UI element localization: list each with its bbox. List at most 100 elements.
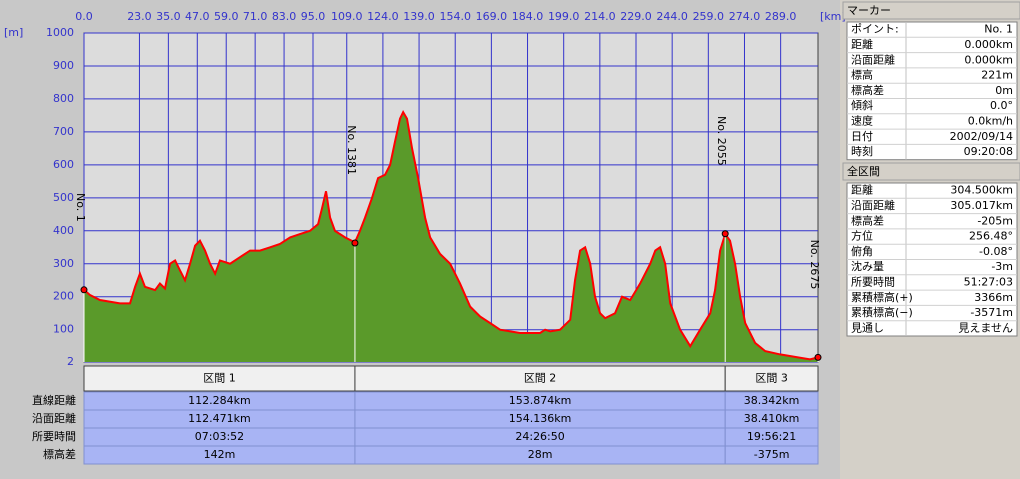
panel-key: 沈み量 — [851, 259, 884, 273]
panel-value: -0.08° — [979, 245, 1013, 258]
x-tick-label: 199.0 — [548, 10, 580, 23]
row-label: 沿面距離 — [32, 411, 76, 425]
panel-value: 0.000km — [964, 53, 1013, 66]
panel-key: 距離 — [851, 37, 873, 51]
panel-title: 全区間 — [847, 164, 880, 178]
panel-value: No. 1 — [984, 23, 1013, 36]
x-tick-label: 184.0 — [512, 10, 544, 23]
row-label: 標高差 — [43, 447, 76, 461]
y-tick-label: 2 — [67, 355, 74, 368]
x-tick-label: 83.0 — [272, 10, 297, 23]
x-tick-label: 214.0 — [584, 10, 616, 23]
marker-point — [721, 230, 729, 238]
x-tick-label: 0.0 — [75, 10, 93, 23]
marker-label: No. 2675 — [808, 240, 821, 290]
panel-value: -3571m — [970, 306, 1013, 319]
segment-header-cell — [354, 365, 726, 392]
panel-key: 俯角 — [851, 244, 873, 258]
y-tick-label: 800 — [53, 92, 74, 105]
panel-value: 221m — [981, 69, 1013, 82]
segment-value: 38.342km — [744, 394, 800, 407]
marker-label: No. 1381 — [345, 125, 358, 175]
segment-header: 区間 3 — [755, 372, 788, 385]
panel-value: 0m — [995, 84, 1013, 97]
elevation-line — [83, 109, 819, 361]
panel-value: -3m — [991, 260, 1013, 273]
y-tick-label: 700 — [53, 125, 74, 138]
panel-value: 0.0° — [990, 99, 1013, 112]
panel-key: 累積標高(−) — [851, 305, 913, 319]
x-tick-label: 274.0 — [729, 10, 761, 23]
row-label: 所要時間 — [32, 430, 76, 443]
x-tick-label: 109.0 — [331, 10, 363, 23]
segment-header: 区間 2 — [524, 372, 557, 385]
segment-header-cell — [724, 365, 819, 392]
panel-value: 見えません — [958, 321, 1013, 334]
x-tick-label: 35.0 — [156, 10, 181, 23]
segment-value: 154.136km — [509, 412, 572, 425]
marker-point — [814, 353, 822, 361]
panel-key: 沿面距離 — [851, 52, 895, 66]
x-tick-label: 244.0 — [656, 10, 688, 23]
y-tick-label: 1000 — [46, 26, 74, 39]
panel-value: 256.48° — [969, 230, 1013, 243]
x-unit: [km] — [820, 10, 846, 23]
x-tick-label: 229.0 — [620, 10, 652, 23]
panel-key: 見通し — [851, 321, 884, 334]
panel-key: 方位 — [851, 229, 873, 243]
segment-header: 区間 1 — [203, 372, 236, 385]
segment-value: 24:26:50 — [515, 430, 564, 443]
panel-value: 0.000km — [964, 38, 1013, 51]
y-tick-label: 200 — [53, 290, 74, 303]
y-tick-label: 600 — [53, 158, 74, 171]
panel-value: -205m — [977, 214, 1013, 227]
marker-point — [80, 286, 88, 294]
panel-title: マーカー — [847, 4, 891, 17]
panel-key: 距離 — [851, 183, 873, 197]
elevation-area — [84, 112, 818, 363]
y-unit: [m] — [4, 26, 23, 39]
y-tick-label: 300 — [53, 257, 74, 270]
segment-value: 19:56:21 — [747, 430, 796, 443]
segment-header-cell — [83, 365, 356, 392]
panel-key: 標高差 — [851, 83, 884, 97]
panel-key: 速度 — [851, 113, 873, 127]
panel-key: 累積標高(+) — [851, 290, 913, 304]
panel-value: 51:27:03 — [964, 275, 1013, 288]
segment-value: 153.874km — [509, 394, 572, 407]
panel-value: 2002/09/14 — [950, 130, 1013, 143]
marker-point — [351, 239, 359, 247]
panel-key: 日付 — [851, 130, 873, 143]
panel-key: 標高差 — [851, 213, 884, 227]
x-tick-label: 259.0 — [693, 10, 725, 23]
panel-key: 傾斜 — [851, 98, 873, 112]
segment-value: 112.471km — [188, 412, 251, 425]
segment-value: 142m — [204, 448, 236, 461]
segment-value: -375m — [754, 448, 790, 461]
panel-value: 0.0km/h — [968, 114, 1013, 127]
row-label: 直線距離 — [32, 393, 76, 407]
segment-value: 112.284km — [188, 394, 251, 407]
y-tick-label: 900 — [53, 59, 74, 72]
x-tick-label: 169.0 — [476, 10, 508, 23]
segment-value: 28m — [528, 448, 553, 461]
panel-key: 所要時間 — [851, 275, 895, 288]
marker-label: No. 2055 — [715, 116, 728, 166]
x-tick-label: 95.0 — [301, 10, 326, 23]
panel-value: 305.017km — [950, 199, 1013, 212]
panel-header-bg — [842, 162, 1020, 181]
y-tick-label: 100 — [53, 323, 74, 336]
y-tick-label: 400 — [53, 224, 74, 237]
x-tick-label: 47.0 — [185, 10, 210, 23]
x-tick-label: 59.0 — [214, 10, 239, 23]
x-tick-label: 139.0 — [403, 10, 435, 23]
x-tick-label: 23.0 — [127, 10, 152, 23]
panel-value: 09:20:08 — [964, 145, 1013, 158]
panel-key: ポイント: — [851, 23, 899, 36]
panel-key: 標高 — [851, 68, 873, 82]
x-tick-label: 289.0 — [765, 10, 797, 23]
segment-value: 07:03:52 — [195, 430, 244, 443]
segment-value: 38.410km — [744, 412, 800, 425]
panel-value: 304.500km — [950, 184, 1013, 197]
